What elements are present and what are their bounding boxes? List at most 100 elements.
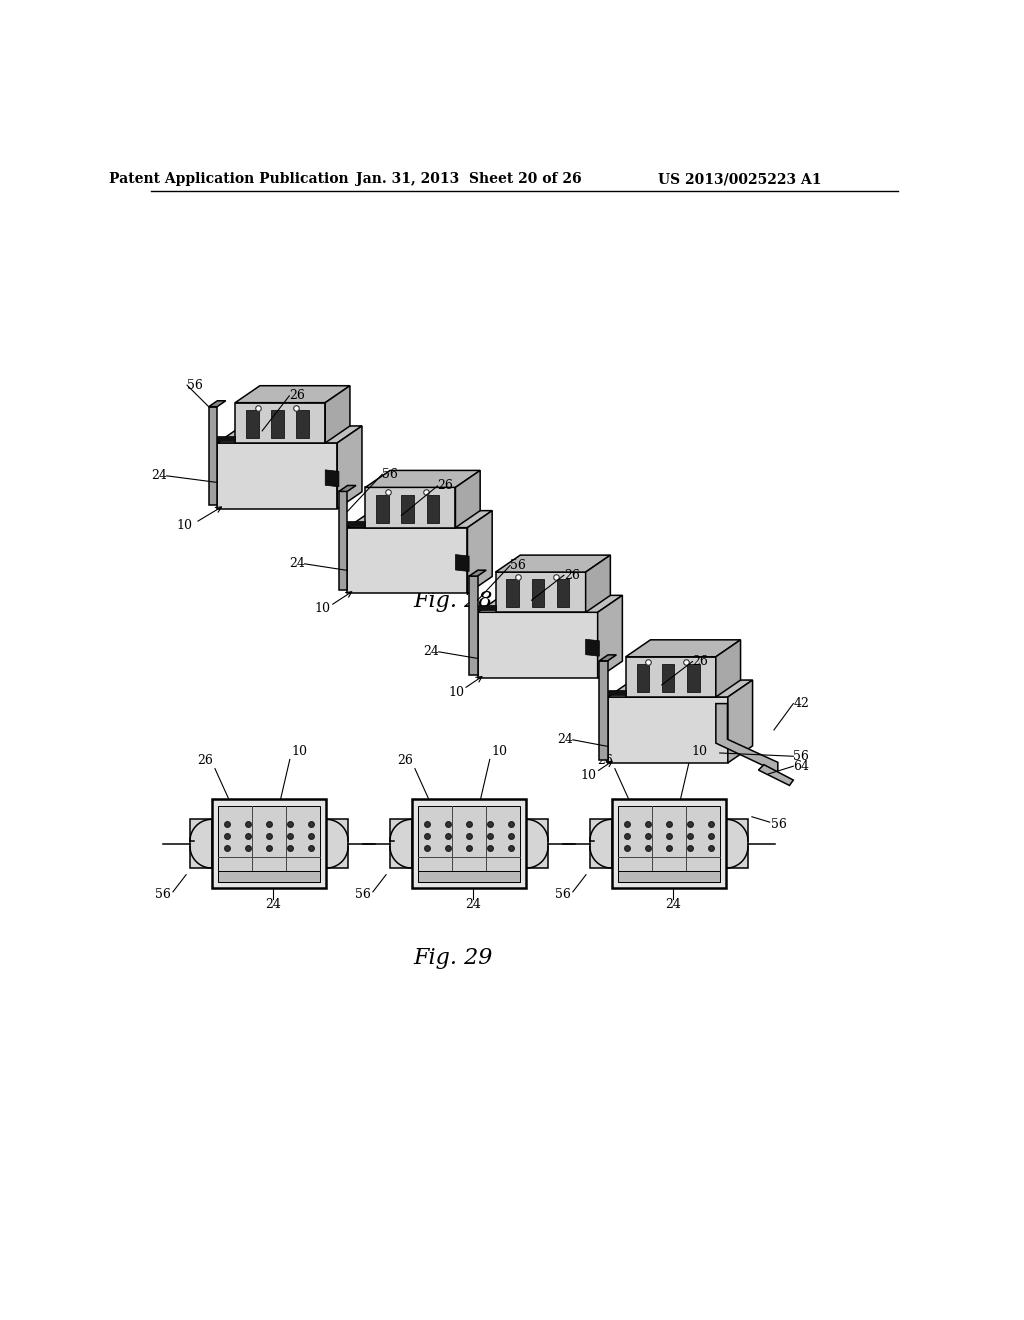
Text: 26: 26	[597, 754, 613, 767]
Polygon shape	[236, 385, 350, 403]
Text: 26: 26	[290, 389, 305, 403]
Text: 42: 42	[794, 697, 809, 710]
Polygon shape	[477, 612, 598, 678]
Text: Fig. 28: Fig. 28	[414, 590, 494, 612]
Polygon shape	[246, 411, 259, 438]
Text: 56: 56	[771, 818, 787, 832]
Text: US 2013/0025223 A1: US 2013/0025223 A1	[658, 172, 822, 186]
Polygon shape	[296, 411, 309, 438]
Text: 24: 24	[265, 899, 281, 911]
Polygon shape	[236, 403, 326, 444]
Polygon shape	[598, 595, 623, 678]
Text: 56: 56	[510, 560, 526, 572]
Text: 26: 26	[198, 754, 213, 767]
Polygon shape	[467, 511, 493, 594]
Text: Fig. 29: Fig. 29	[414, 946, 494, 969]
Polygon shape	[217, 444, 337, 508]
Polygon shape	[366, 487, 456, 528]
Polygon shape	[401, 495, 414, 523]
Text: 56: 56	[555, 887, 570, 900]
Polygon shape	[376, 495, 389, 523]
Polygon shape	[662, 664, 675, 692]
Text: 10: 10	[492, 744, 507, 758]
Text: 24: 24	[151, 470, 167, 482]
Bar	[617, 871, 720, 882]
Polygon shape	[339, 491, 347, 590]
Polygon shape	[347, 521, 366, 525]
Text: 10: 10	[292, 744, 307, 758]
Bar	[418, 805, 520, 882]
Polygon shape	[607, 697, 728, 763]
Polygon shape	[209, 401, 225, 407]
Text: 56: 56	[794, 750, 809, 763]
Polygon shape	[586, 639, 599, 656]
Polygon shape	[716, 640, 740, 697]
Text: 10: 10	[449, 685, 464, 698]
Text: 26: 26	[564, 569, 580, 582]
Bar	[327, 820, 348, 869]
Polygon shape	[607, 680, 753, 697]
Text: 24: 24	[557, 734, 572, 746]
Bar	[617, 805, 720, 882]
Text: 26: 26	[397, 754, 414, 767]
Polygon shape	[456, 554, 469, 572]
Polygon shape	[347, 528, 467, 594]
Text: 56: 56	[382, 467, 398, 480]
Text: 10: 10	[581, 768, 597, 781]
Polygon shape	[637, 664, 649, 692]
Polygon shape	[586, 556, 610, 612]
Text: 24: 24	[665, 899, 681, 911]
Polygon shape	[687, 664, 699, 692]
Text: 24: 24	[465, 899, 481, 911]
Polygon shape	[271, 411, 284, 438]
Bar	[526, 820, 548, 869]
Bar	[418, 871, 520, 882]
Bar	[412, 800, 526, 888]
Text: 24: 24	[289, 557, 305, 570]
Polygon shape	[326, 470, 339, 487]
Bar	[611, 800, 726, 888]
Polygon shape	[337, 426, 361, 508]
Polygon shape	[427, 495, 439, 523]
Text: 64: 64	[794, 760, 809, 772]
Polygon shape	[209, 407, 217, 506]
Polygon shape	[496, 556, 610, 572]
Polygon shape	[217, 426, 361, 444]
Polygon shape	[456, 470, 480, 528]
Polygon shape	[366, 470, 480, 487]
Bar	[726, 820, 748, 869]
Polygon shape	[599, 655, 616, 661]
Polygon shape	[626, 657, 716, 697]
Polygon shape	[469, 570, 486, 576]
Polygon shape	[347, 511, 493, 528]
Bar	[218, 871, 321, 882]
Polygon shape	[469, 576, 477, 675]
Text: Patent Application Publication: Patent Application Publication	[109, 172, 348, 186]
Polygon shape	[728, 680, 753, 763]
Polygon shape	[339, 486, 356, 491]
Polygon shape	[557, 579, 569, 607]
Bar	[212, 800, 327, 888]
Text: 10: 10	[177, 519, 193, 532]
Polygon shape	[506, 579, 519, 607]
Bar	[590, 820, 611, 869]
Text: 56: 56	[354, 887, 371, 900]
Polygon shape	[759, 764, 794, 785]
Text: 26: 26	[437, 479, 454, 492]
Polygon shape	[716, 704, 778, 772]
Polygon shape	[217, 436, 236, 441]
Text: 10: 10	[314, 602, 331, 615]
Polygon shape	[599, 661, 607, 759]
Polygon shape	[496, 572, 586, 612]
Text: Jan. 31, 2013  Sheet 20 of 26: Jan. 31, 2013 Sheet 20 of 26	[356, 172, 582, 186]
Polygon shape	[326, 385, 350, 444]
Polygon shape	[477, 595, 623, 612]
Text: 56: 56	[155, 887, 171, 900]
Text: 26: 26	[692, 655, 709, 668]
Polygon shape	[531, 579, 544, 607]
Polygon shape	[626, 640, 740, 657]
Polygon shape	[607, 690, 626, 696]
Text: 24: 24	[423, 645, 438, 659]
Bar	[218, 805, 321, 882]
Polygon shape	[477, 606, 496, 610]
